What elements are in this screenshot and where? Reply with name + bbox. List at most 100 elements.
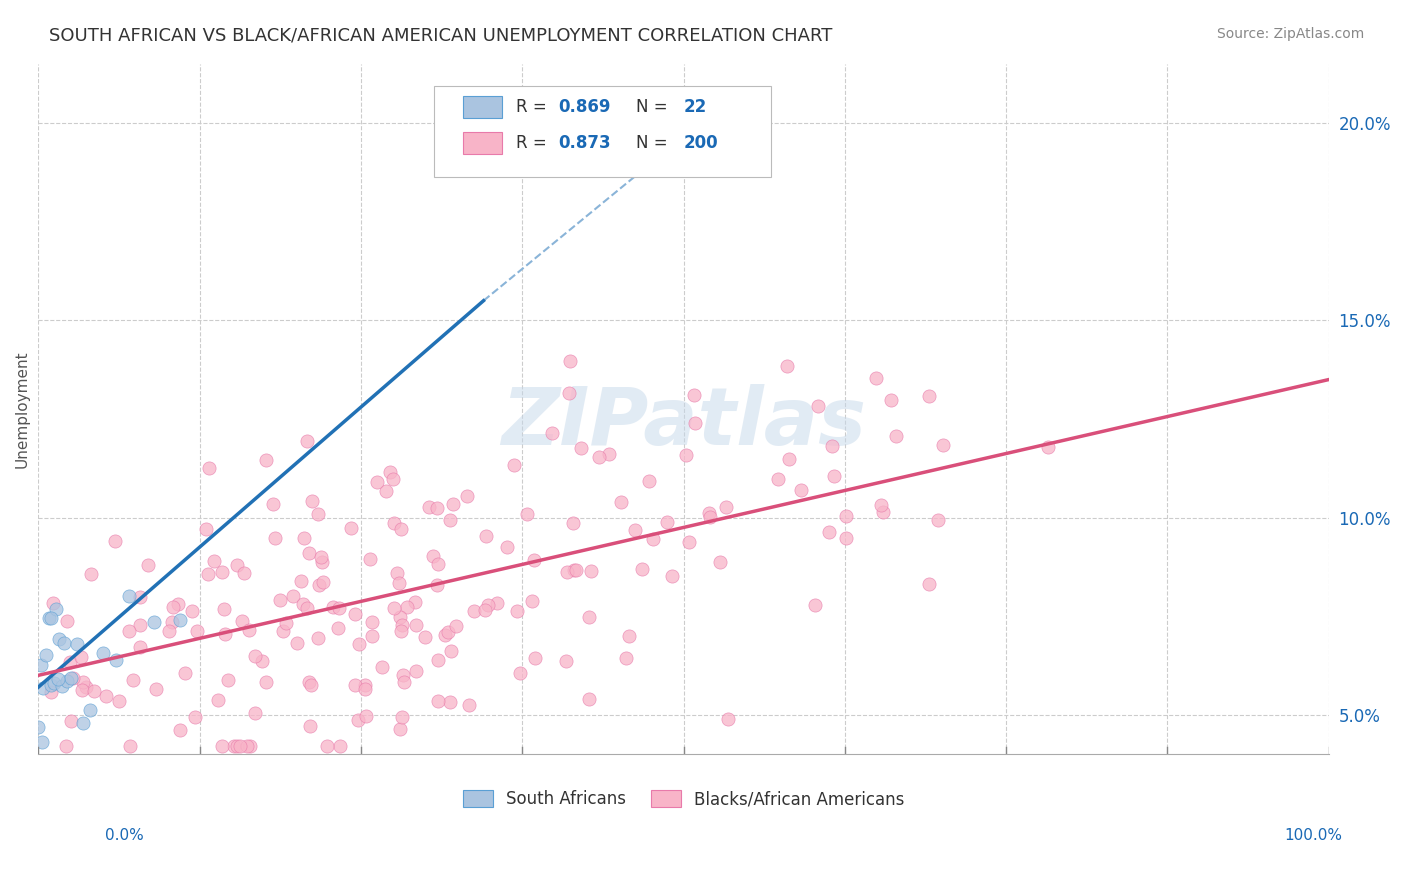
Point (62, 671, 84, 685)
Point (298, 719, 321, 733)
Point (555, 565, 578, 579)
Point (118, 739, 141, 754)
Point (474, 603, 496, 617)
Point (226, 739, 249, 754)
Point (641, 532, 664, 546)
Point (39, 678, 62, 692)
Point (361, 615, 384, 630)
Point (239, 739, 262, 754)
Point (558, 385, 581, 400)
Point (326, 621, 349, 635)
Point (169, 723, 191, 738)
Point (346, 713, 368, 727)
Point (418, 500, 440, 514)
Point (273, 624, 295, 638)
Point (46, 673, 69, 687)
Point (186, 624, 208, 639)
Point (138, 558, 160, 573)
FancyBboxPatch shape (463, 132, 502, 153)
Point (308, 578, 330, 592)
Point (359, 552, 381, 566)
Point (661, 569, 683, 583)
Point (463, 604, 485, 618)
Point (42, 676, 65, 690)
Point (496, 541, 519, 555)
Point (378, 465, 401, 479)
Point (917, 577, 939, 591)
Point (72, 716, 94, 731)
Point (30, 658, 52, 673)
Point (578, 609, 600, 624)
Point (524, 651, 547, 665)
Point (59, 714, 82, 728)
Point (173, 665, 195, 680)
Point (45, 602, 67, 616)
Point (145, 682, 167, 697)
Point (404, 595, 426, 609)
Point (226, 558, 249, 573)
Point (309, 549, 332, 564)
Point (56, 615, 79, 629)
Point (311, 575, 333, 590)
Text: 22: 22 (683, 98, 707, 116)
Point (195, 522, 218, 536)
Point (427, 557, 450, 571)
Point (374, 484, 396, 499)
Point (558, 354, 581, 368)
Point (91, 646, 114, 660)
Point (835, 531, 858, 545)
Point (579, 564, 602, 578)
Point (1036, 440, 1059, 454)
Point (391, 618, 413, 632)
Point (918, 389, 941, 403)
Point (562, 563, 585, 577)
Point (817, 524, 839, 539)
Point (344, 607, 367, 621)
Point (262, 497, 284, 511)
Point (301, 494, 323, 508)
Point (392, 675, 415, 690)
Text: R =: R = (516, 98, 551, 116)
Point (83, 683, 105, 698)
Text: N =: N = (636, 98, 668, 116)
Point (202, 554, 225, 568)
Point (207, 692, 229, 706)
Point (181, 604, 204, 618)
Point (413, 630, 436, 644)
Point (441, 497, 464, 511)
Point (506, 603, 529, 617)
Point (32, 681, 55, 695)
Point (835, 509, 858, 524)
Point (387, 566, 409, 580)
Point (297, 600, 319, 615)
Point (72, 674, 94, 689)
Point (55, 739, 77, 754)
Y-axis label: Unemployment: Unemployment (15, 351, 30, 468)
Point (775, 359, 797, 373)
Point (307, 507, 329, 521)
Point (405, 618, 427, 632)
Point (354, 682, 377, 697)
FancyBboxPatch shape (463, 95, 502, 118)
Point (598, 447, 620, 461)
Point (214, 602, 236, 616)
Point (389, 722, 412, 736)
Point (160, 615, 183, 630)
Point (931, 438, 953, 452)
Point (143, 615, 166, 629)
Point (311, 556, 333, 570)
Point (778, 451, 800, 466)
Point (865, 371, 887, 385)
Point (285, 635, 308, 649)
Point (75, 680, 97, 694)
Point (361, 629, 384, 643)
Point (243, 648, 266, 663)
Point (254, 675, 277, 690)
Point (290, 574, 312, 589)
Point (699, 510, 721, 524)
Point (298, 674, 321, 689)
Point (631, 562, 654, 576)
Text: R =: R = (516, 134, 551, 152)
Point (129, 640, 152, 655)
Point (564, 563, 586, 577)
